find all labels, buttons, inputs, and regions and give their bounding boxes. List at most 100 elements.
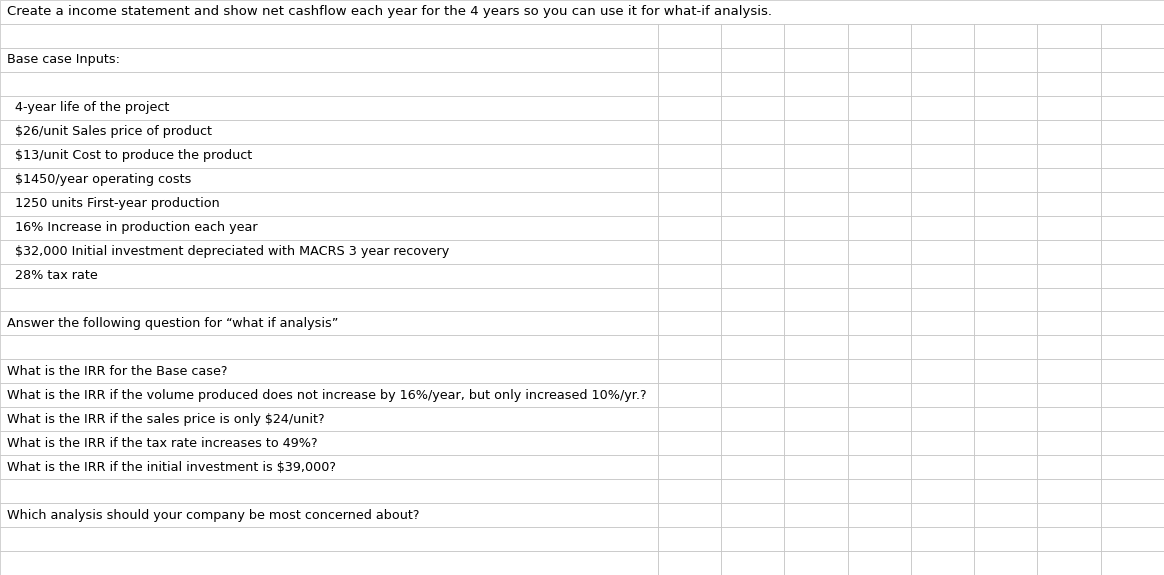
Bar	[721, 168, 785, 191]
Bar	[974, 312, 1037, 335]
Bar	[1101, 120, 1164, 144]
Bar	[0, 551, 658, 575]
Bar	[847, 455, 910, 479]
Bar	[721, 527, 785, 551]
Bar	[847, 431, 910, 455]
Bar	[785, 288, 847, 312]
Bar	[910, 551, 974, 575]
Bar	[785, 551, 847, 575]
Bar	[1101, 503, 1164, 527]
Bar	[658, 479, 721, 503]
Bar	[1037, 527, 1101, 551]
Bar	[0, 407, 658, 431]
Bar	[1101, 479, 1164, 503]
Text: What is the IRR if the sales price is only $24/unit?: What is the IRR if the sales price is on…	[7, 413, 325, 426]
Bar	[721, 144, 785, 168]
Bar	[785, 455, 847, 479]
Bar	[1037, 120, 1101, 144]
Bar	[721, 551, 785, 575]
Bar	[847, 48, 910, 72]
Bar	[658, 168, 721, 191]
Bar	[847, 191, 910, 216]
Text: $1450/year operating costs: $1450/year operating costs	[7, 173, 191, 186]
Bar	[847, 288, 910, 312]
Bar	[785, 359, 847, 384]
Bar	[1101, 551, 1164, 575]
Bar	[785, 72, 847, 96]
Bar	[1037, 503, 1101, 527]
Bar	[910, 96, 974, 120]
Bar	[0, 48, 658, 72]
Bar	[658, 191, 721, 216]
Bar	[847, 359, 910, 384]
Bar	[0, 24, 658, 48]
Bar	[721, 24, 785, 48]
Bar	[910, 144, 974, 168]
Bar	[974, 431, 1037, 455]
Bar	[1037, 240, 1101, 263]
Bar	[658, 288, 721, 312]
Bar	[0, 240, 658, 263]
Bar	[1037, 144, 1101, 168]
Bar	[0, 216, 658, 240]
Bar	[658, 551, 721, 575]
Bar	[910, 479, 974, 503]
Bar	[721, 120, 785, 144]
Bar	[721, 48, 785, 72]
Bar	[974, 359, 1037, 384]
Bar	[974, 263, 1037, 288]
Bar	[1037, 216, 1101, 240]
Bar	[847, 551, 910, 575]
Text: What is the IRR if the initial investment is $39,000?: What is the IRR if the initial investmen…	[7, 461, 336, 474]
Bar	[785, 191, 847, 216]
Bar	[847, 24, 910, 48]
Bar	[910, 240, 974, 263]
Bar	[1037, 191, 1101, 216]
Text: 16% Increase in production each year: 16% Increase in production each year	[7, 221, 257, 234]
Bar	[974, 455, 1037, 479]
Bar	[847, 144, 910, 168]
Bar	[0, 168, 658, 191]
Text: 4-year life of the project: 4-year life of the project	[7, 101, 169, 114]
Bar	[785, 431, 847, 455]
Bar	[1037, 431, 1101, 455]
Bar	[910, 527, 974, 551]
Bar	[910, 72, 974, 96]
Bar	[721, 216, 785, 240]
Bar	[974, 551, 1037, 575]
Bar	[0, 144, 658, 168]
Bar	[1101, 431, 1164, 455]
Bar	[1101, 335, 1164, 359]
Bar	[0, 335, 658, 359]
Bar	[1101, 455, 1164, 479]
Bar	[658, 359, 721, 384]
Bar	[1101, 96, 1164, 120]
Bar	[910, 335, 974, 359]
Bar	[785, 144, 847, 168]
Bar	[1037, 551, 1101, 575]
Bar	[1037, 48, 1101, 72]
Bar	[785, 384, 847, 407]
Bar	[847, 240, 910, 263]
Text: What is the IRR if the volume produced does not increase by 16%/year, but only i: What is the IRR if the volume produced d…	[7, 389, 647, 402]
Bar	[910, 312, 974, 335]
Bar	[974, 479, 1037, 503]
Bar	[721, 335, 785, 359]
Text: $13/unit Cost to produce the product: $13/unit Cost to produce the product	[7, 150, 253, 162]
Bar	[721, 431, 785, 455]
Bar	[785, 479, 847, 503]
Bar	[847, 263, 910, 288]
Bar	[0, 72, 658, 96]
Bar	[0, 503, 658, 527]
Bar	[1101, 384, 1164, 407]
Bar	[847, 407, 910, 431]
Bar	[847, 503, 910, 527]
Bar	[658, 455, 721, 479]
Text: Base case Inputs:: Base case Inputs:	[7, 53, 120, 66]
Bar	[658, 335, 721, 359]
Bar	[974, 216, 1037, 240]
Bar	[974, 335, 1037, 359]
Bar	[847, 335, 910, 359]
Bar	[910, 24, 974, 48]
Bar	[1037, 479, 1101, 503]
